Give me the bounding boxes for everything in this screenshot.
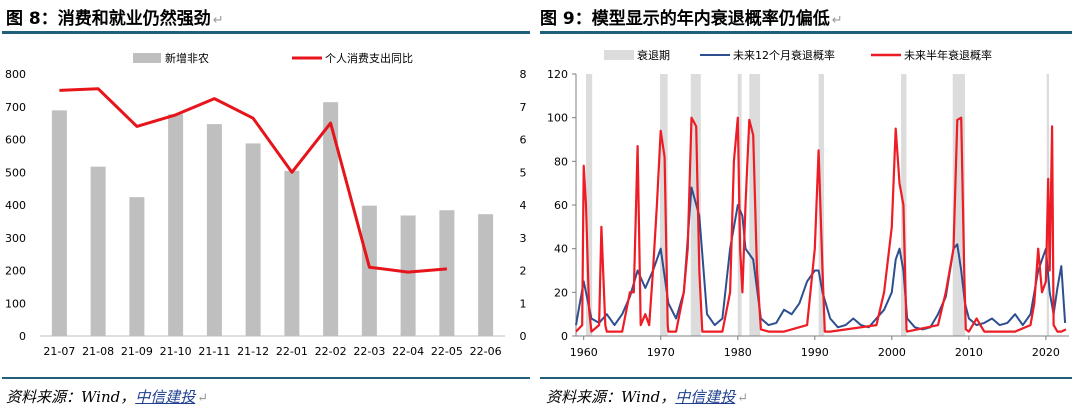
x-tick-label: 22-06 bbox=[470, 345, 502, 358]
bar-nonfarm bbox=[168, 114, 184, 336]
bar-nonfarm bbox=[90, 166, 106, 336]
y-tick-label: 0 bbox=[561, 330, 568, 343]
left-chart-panel: 图 8：消费和就业仍然强劲 ↵ 0 100 200 300 400 500 600 700 800… bbox=[2, 9, 530, 406]
x-tick-label: 22-05 bbox=[431, 345, 463, 358]
bar-nonfarm bbox=[439, 210, 455, 336]
x-tick-label: 21-09 bbox=[121, 345, 153, 358]
source-rule bbox=[2, 377, 530, 379]
y-left-tick-label: 500 bbox=[5, 166, 26, 179]
legend-label: 未来12个月衰退概率 bbox=[733, 48, 835, 62]
x-tick-label: 22-02 bbox=[315, 345, 347, 358]
title-rule bbox=[2, 31, 530, 34]
x-tick-label: 1990 bbox=[801, 346, 829, 359]
legend-label: 衰退期 bbox=[637, 48, 670, 62]
left-chart: 0 100 200 300 400 500 600 700 800 0 1 2 3 4 5 6 7 8 21-07 2… bbox=[5, 51, 527, 358]
return-mark-icon: ↵ bbox=[212, 13, 224, 28]
y-tick-label: 20 bbox=[554, 286, 568, 299]
legend-label: 个人消费支出同比 bbox=[325, 51, 413, 65]
y-right-tick-label: 4 bbox=[520, 199, 527, 212]
x-tick-label: 21-12 bbox=[237, 345, 269, 358]
y-tick-label: 80 bbox=[554, 155, 568, 168]
y-right-tick-label: 5 bbox=[520, 166, 527, 179]
y-left-tick-label: 300 bbox=[5, 232, 26, 245]
legend-swatch-bars bbox=[133, 53, 161, 63]
y-left-tick-label: 100 bbox=[5, 297, 26, 310]
x-tick-label: 1960 bbox=[570, 346, 598, 359]
chart-legend: 新增非农 个人消费支出同比 bbox=[133, 51, 413, 65]
bar-nonfarm bbox=[206, 124, 222, 336]
left-source-note: 资料来源：Wind，中信建投 ↵ bbox=[6, 388, 209, 406]
chart-legend: 衰退期 未来12个月衰退概率 未来半年衰退概率 bbox=[604, 48, 992, 62]
y-tick-label: 120 bbox=[547, 68, 568, 81]
y-right-tick-label: 6 bbox=[520, 134, 527, 147]
right-source-note: 资料来源：Wind，中信建投 ↵ bbox=[546, 388, 749, 406]
right-chart-panel: 图 9：模型显示的年内衰退概率仍偏低 ↵ 0 20 40 60 80 100 120 1960 1… bbox=[540, 0, 1080, 413]
bar-nonfarm bbox=[361, 205, 377, 336]
x-tick-label: 2010 bbox=[955, 346, 983, 359]
x-tick-label: 1970 bbox=[647, 346, 675, 359]
y-right-tick-label: 3 bbox=[520, 232, 527, 245]
y-left-tick-label: 0 bbox=[19, 330, 26, 343]
y-right-tick-label: 0 bbox=[520, 330, 527, 343]
x-tick-label: 21-11 bbox=[198, 345, 230, 358]
return-mark-icon: ↵ bbox=[831, 13, 843, 28]
y-tick-label: 60 bbox=[554, 199, 568, 212]
x-tick-label: 21-10 bbox=[160, 345, 192, 358]
y-left-tick-label: 800 bbox=[5, 68, 26, 81]
y-left-tick-label: 700 bbox=[5, 101, 26, 114]
bar-nonfarm bbox=[284, 170, 300, 336]
bar-nonfarm bbox=[245, 143, 261, 336]
y-tick-label: 100 bbox=[547, 112, 568, 125]
source-rule bbox=[540, 377, 1072, 379]
y-right-tick-label: 7 bbox=[520, 101, 527, 114]
x-tick-label: 2020 bbox=[1032, 346, 1060, 359]
x-tick-label: 21-07 bbox=[43, 345, 75, 358]
bar-nonfarm bbox=[478, 214, 494, 336]
y-tick-label: 40 bbox=[554, 243, 568, 256]
bar-nonfarm bbox=[51, 110, 67, 336]
x-tick-label: 22-01 bbox=[276, 345, 308, 358]
y-left-tick-label: 400 bbox=[5, 199, 26, 212]
left-chart-title: 图 8：消费和就业仍然强劲 ↵ bbox=[6, 9, 224, 29]
bar-nonfarm bbox=[400, 215, 416, 336]
y-left-tick-label: 200 bbox=[5, 265, 26, 278]
y-right-tick-label: 2 bbox=[520, 265, 527, 278]
bar-nonfarm bbox=[129, 197, 145, 336]
x-tick-label: 22-03 bbox=[353, 345, 385, 358]
title-rule bbox=[540, 31, 1072, 34]
line-p6 bbox=[575, 116, 1067, 333]
x-tick-label: 22-04 bbox=[392, 345, 424, 358]
right-chart: 0 20 40 60 80 100 120 1960 1970 1980 1990 2000 2010 2… bbox=[547, 48, 1069, 359]
source-brand-link[interactable]: 中信建投 bbox=[675, 388, 736, 406]
x-tick-label: 2000 bbox=[878, 346, 906, 359]
line-p12 bbox=[575, 186, 1067, 331]
line-pce-yoy bbox=[59, 87, 448, 274]
bar-nonfarm bbox=[323, 102, 339, 336]
x-tick-label: 1980 bbox=[724, 346, 752, 359]
right-chart-title: 图 9：模型显示的年内衰退概率仍偏低 ↵ bbox=[540, 9, 843, 29]
y-right-tick-label: 8 bbox=[520, 68, 527, 81]
legend-label: 新增非农 bbox=[165, 51, 209, 65]
y-left-tick-label: 600 bbox=[5, 134, 26, 147]
y-right-tick-label: 1 bbox=[520, 297, 527, 310]
x-tick-label: 21-08 bbox=[82, 345, 114, 358]
recession-band bbox=[659, 74, 668, 336]
legend-swatch-recession bbox=[604, 50, 634, 60]
source-brand-link[interactable]: 中信建投 bbox=[135, 388, 196, 406]
recession-band bbox=[586, 74, 593, 336]
legend-label: 未来半年衰退概率 bbox=[904, 48, 992, 62]
